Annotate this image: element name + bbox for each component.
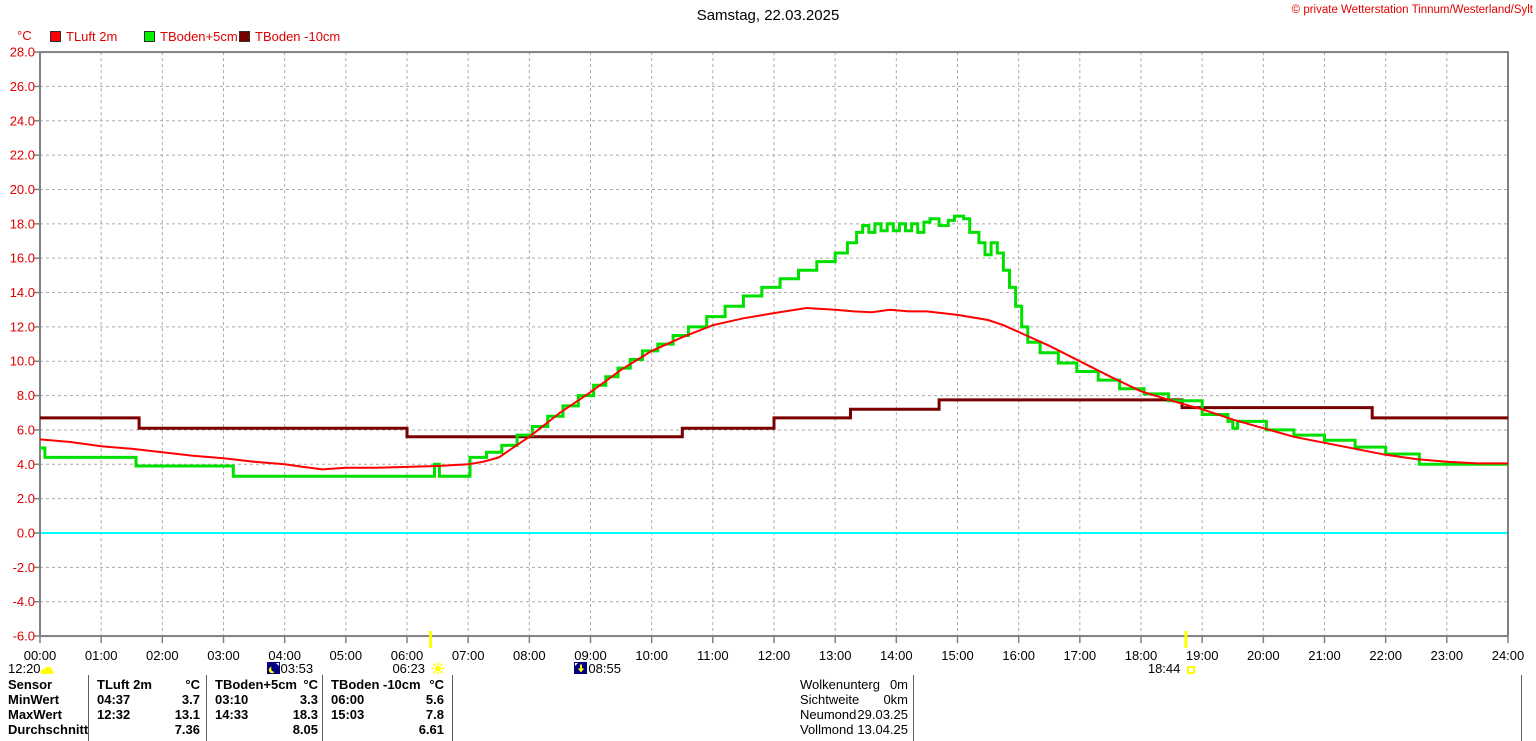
x-tick-label: 13:00 [819,648,852,663]
y-tick-label: 2.0 [17,491,35,506]
stats-max-row: 12:32 13.1 [97,707,200,722]
series-tboden+5cm [40,214,1508,478]
x-tick-label: 09:00 [574,648,607,663]
legend-item-tboden5: TBoden+5cm [144,29,238,44]
x-tick-label: 05:00 [330,648,363,663]
y-tick-label: 4.0 [17,457,35,472]
x-tick-label: 07:00 [452,648,485,663]
stats-average-row: 7.36 [174,722,200,737]
table-divider [88,675,89,741]
y-axis-unit-label: °C [17,28,32,43]
x-tick-label: 10:00 [635,648,668,663]
stats-sensor-header: TLuft 2m °C [97,677,200,692]
y-tick-label: 24.0 [10,113,35,128]
sun-moon-time: 12:20 [8,661,41,676]
y-tick-label: 14.0 [10,285,35,300]
stats-average-row: 8.05 [292,722,318,737]
stats-average-row: 6.61 [418,722,444,737]
table-divider [1521,675,1522,741]
moon-arrow-down-icon [574,662,588,674]
x-tick-label: 17:00 [1064,648,1097,663]
x-tick-label: 11:00 [697,648,729,663]
tboden5-swatch-icon [144,31,155,42]
y-tick-label: 0.0 [17,526,35,541]
stats-sensor-header: TBoden -10cm °C [331,677,444,692]
x-tick-label: 21:00 [1308,648,1341,663]
sun-moon-time: 18:44 [1147,661,1181,676]
x-tick-label: 00:00 [24,648,57,663]
y-tick-label: 26.0 [10,79,35,94]
y-tick-label: 12.0 [10,319,35,334]
table-divider [452,675,453,741]
x-tick-label: 14:00 [880,648,913,663]
series-tluft-2m [39,306,1508,471]
sunset-icon [1186,663,1195,674]
y-tick-label: 18.0 [10,216,35,231]
stats-sensor-header: TBoden+5cm °C [215,677,318,692]
astro-info-row: Neumond 29.03.25 [800,707,908,722]
table-divider [322,675,323,741]
stats-max-row: 14:33 18.3 [215,707,318,722]
astro-info-row: Sichtweite 0km [800,692,908,707]
stats-min-row: 06:00 5.6 [331,692,444,707]
y-tick-label: 10.0 [10,354,35,369]
sun-moon-time: 03:53 [280,661,314,676]
stats-row-label: Sensor [8,677,53,692]
x-tick-label: 15:00 [941,648,974,663]
plot-frame [39,51,1509,638]
x-tick-label: 02:00 [146,648,179,663]
legend-label: TBoden+5cm [160,29,238,44]
y-tick-label: -2.0 [13,560,35,575]
x-tick-label: 23:00 [1431,648,1464,663]
x-tick-label: 18:00 [1125,648,1158,663]
legend-label: TLuft 2m [66,29,118,44]
y-tick-label: -6.0 [13,629,35,644]
copyright-note: © private Wetterstation Tinnum/Westerlan… [1291,4,1533,16]
astro-info-row: Vollmond 13.04.25 [800,722,908,737]
y-tick-label: -4.0 [13,594,35,609]
stats-row-label: MinWert [8,692,60,707]
stats-min-row: 04:37 3.7 [97,692,200,707]
table-divider [206,675,207,741]
moonset-icon [266,662,280,674]
x-tick-label: 06:00 [391,648,424,663]
sun-moon-time: 08:55 [588,661,621,676]
sun-moon-time: 06:23 [392,661,425,676]
sunrise-icon [431,662,445,675]
y-tick-label: 28.0 [10,45,35,60]
y-tick-label: 22.0 [10,148,35,163]
x-tick-label: 19:00 [1186,648,1219,663]
stats-max-row: 15:03 7.8 [331,707,444,722]
moonrise-icon [40,664,54,675]
table-divider [913,675,914,741]
y-tick-label: 6.0 [17,422,35,437]
legend-item-tluft: TLuft 2m [50,29,117,44]
series-tboden--10cm [40,398,1508,439]
stats-row-label: Durchschnitt [8,722,89,737]
y-tick-label: 8.0 [17,388,35,403]
legend-item-tboden10: TBoden -10cm [239,29,340,44]
legend-label: TBoden -10cm [255,29,341,44]
astro-info-row: Wolkenunterg 0m [800,677,908,692]
stats-min-row: 03:10 3.3 [215,692,318,707]
x-tick-label: 22:00 [1369,648,1402,663]
tboden10-swatch-icon [239,31,250,42]
x-tick-label: 08:00 [513,648,546,663]
x-tick-label: 16:00 [1002,648,1035,663]
x-tick-label: 20:00 [1247,648,1280,663]
y-tick-label: 20.0 [10,182,35,197]
x-tick-label: 04:00 [268,648,301,663]
x-tick-label: 03:00 [207,648,240,663]
x-tick-label: 01:00 [85,648,118,663]
y-tick-label: 16.0 [10,251,35,266]
page-title: Samstag, 22.03.2025 [696,7,840,24]
stats-row-label: MaxWert [8,707,62,722]
tluft-swatch-icon [50,31,61,42]
x-tick-label: 24:00 [1492,648,1525,663]
x-tick-label: 12:00 [758,648,791,663]
